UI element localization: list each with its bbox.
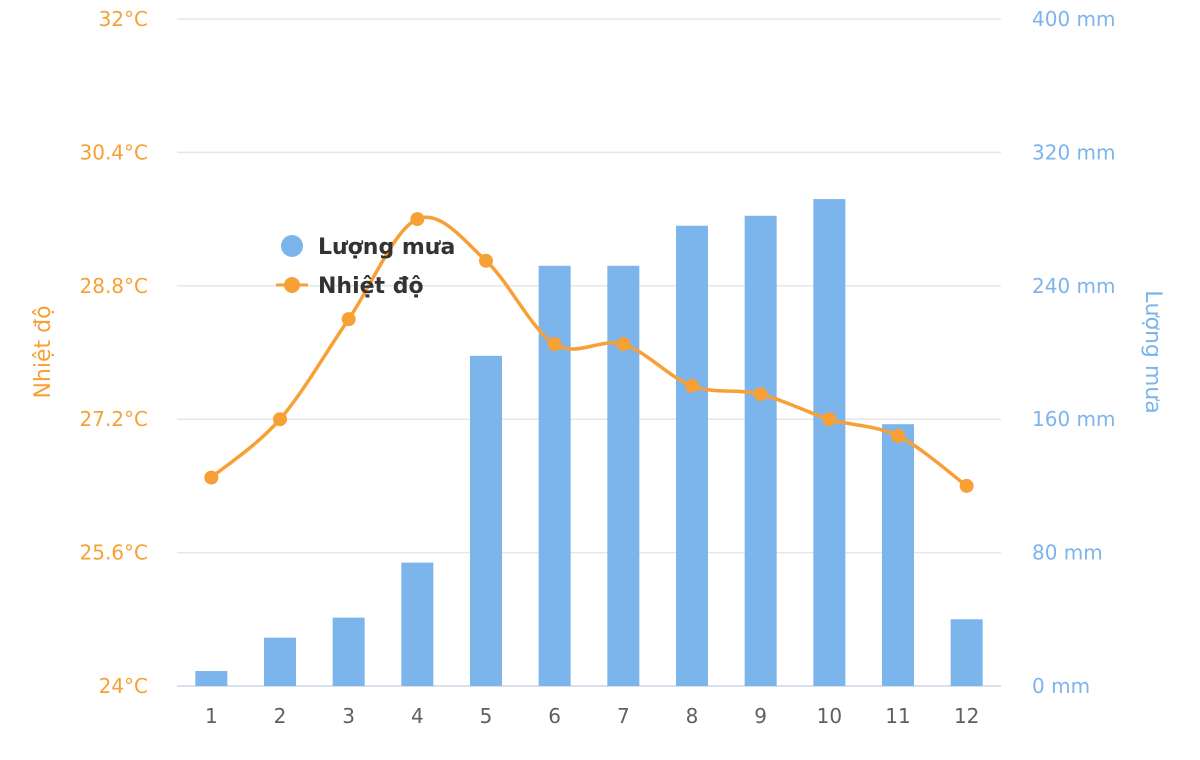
x-tick-label: 4 [411, 704, 424, 728]
x-tick-label: 7 [617, 704, 630, 728]
left-axis: 24°C 25.6°C 27.2°C 28.8°C 30.4°C 32°C [80, 7, 149, 698]
legend-rainfall-marker [281, 235, 303, 257]
x-tick-label: 11 [885, 704, 910, 728]
rainfall-bar [538, 265, 571, 686]
rainfall-bar [607, 265, 640, 686]
left-axis-title: Nhiệt độ [31, 305, 56, 398]
left-tick-label: 25.6°C [80, 541, 149, 565]
x-tick-label: 1 [205, 704, 218, 728]
right-axis-title: Lượng mưa [1140, 290, 1165, 413]
temperature-point [341, 312, 356, 327]
right-tick-label: 240 mm [1032, 274, 1116, 298]
temperature-point [273, 412, 287, 427]
left-tick-label: 32°C [99, 7, 148, 31]
temperature-point [753, 387, 768, 402]
left-tick-label: 28.8°C [80, 274, 149, 298]
right-tick-label: 80 mm [1032, 541, 1103, 565]
x-tick-label: 3 [342, 704, 355, 728]
rainfall-bar [676, 225, 708, 686]
temperature-point [959, 478, 974, 493]
grid-layer [177, 18, 1001, 687]
right-tick-label: 400 mm [1032, 7, 1116, 31]
rainfall-bar [470, 355, 502, 686]
legend-temperature-marker [284, 277, 300, 293]
x-tick-label: 8 [686, 704, 699, 728]
right-axis: 0 mm 80 mm 160 mm 240 mm 320 mm 400 mm [1032, 7, 1116, 698]
right-tick-label: 160 mm [1032, 407, 1116, 431]
temperature-point [685, 378, 699, 393]
temperature-point [479, 253, 493, 268]
legend-rainfall-label: Lượng mưa [318, 235, 455, 260]
x-tick-label: 12 [954, 704, 979, 728]
rainfall-bar [813, 199, 846, 686]
legend-item-temperature[interactable]: Nhiệt độ [276, 274, 424, 299]
rainfall-bar [882, 424, 914, 686]
x-axis: 1 2 3 4 5 6 7 8 9 10 11 12 [205, 704, 979, 728]
temperature-line-layer [204, 212, 974, 493]
temperature-point [616, 337, 631, 352]
x-tick-label: 5 [480, 704, 493, 728]
x-tick-label: 10 [817, 704, 842, 728]
temperature-point [822, 412, 837, 427]
left-tick-label: 30.4°C [80, 140, 149, 164]
x-tick-label: 9 [754, 704, 767, 728]
temperature-point [204, 470, 219, 485]
rainfall-bars [195, 199, 983, 686]
rainfall-bar [950, 619, 983, 686]
rainfall-bar [195, 670, 228, 686]
rainfall-bar [744, 215, 777, 686]
left-tick-label: 27.2°C [80, 407, 149, 431]
x-tick-label: 6 [548, 704, 561, 728]
temperature-point [891, 428, 905, 443]
rainfall-bar [401, 562, 434, 686]
temperature-point [547, 337, 562, 352]
legend-item-rainfall[interactable]: Lượng mưa [281, 235, 455, 260]
rainfall-bar [264, 637, 296, 686]
rainfall-bar [332, 617, 365, 686]
legend-temperature-label: Nhiệt độ [318, 274, 424, 299]
left-tick-label: 24°C [99, 674, 148, 698]
legend: Lượng mưa Nhiệt độ [276, 235, 455, 299]
right-tick-label: 320 mm [1032, 140, 1116, 164]
temperature-point [410, 212, 425, 227]
x-tick-label: 2 [274, 704, 287, 728]
right-tick-label: 0 mm [1032, 674, 1090, 698]
